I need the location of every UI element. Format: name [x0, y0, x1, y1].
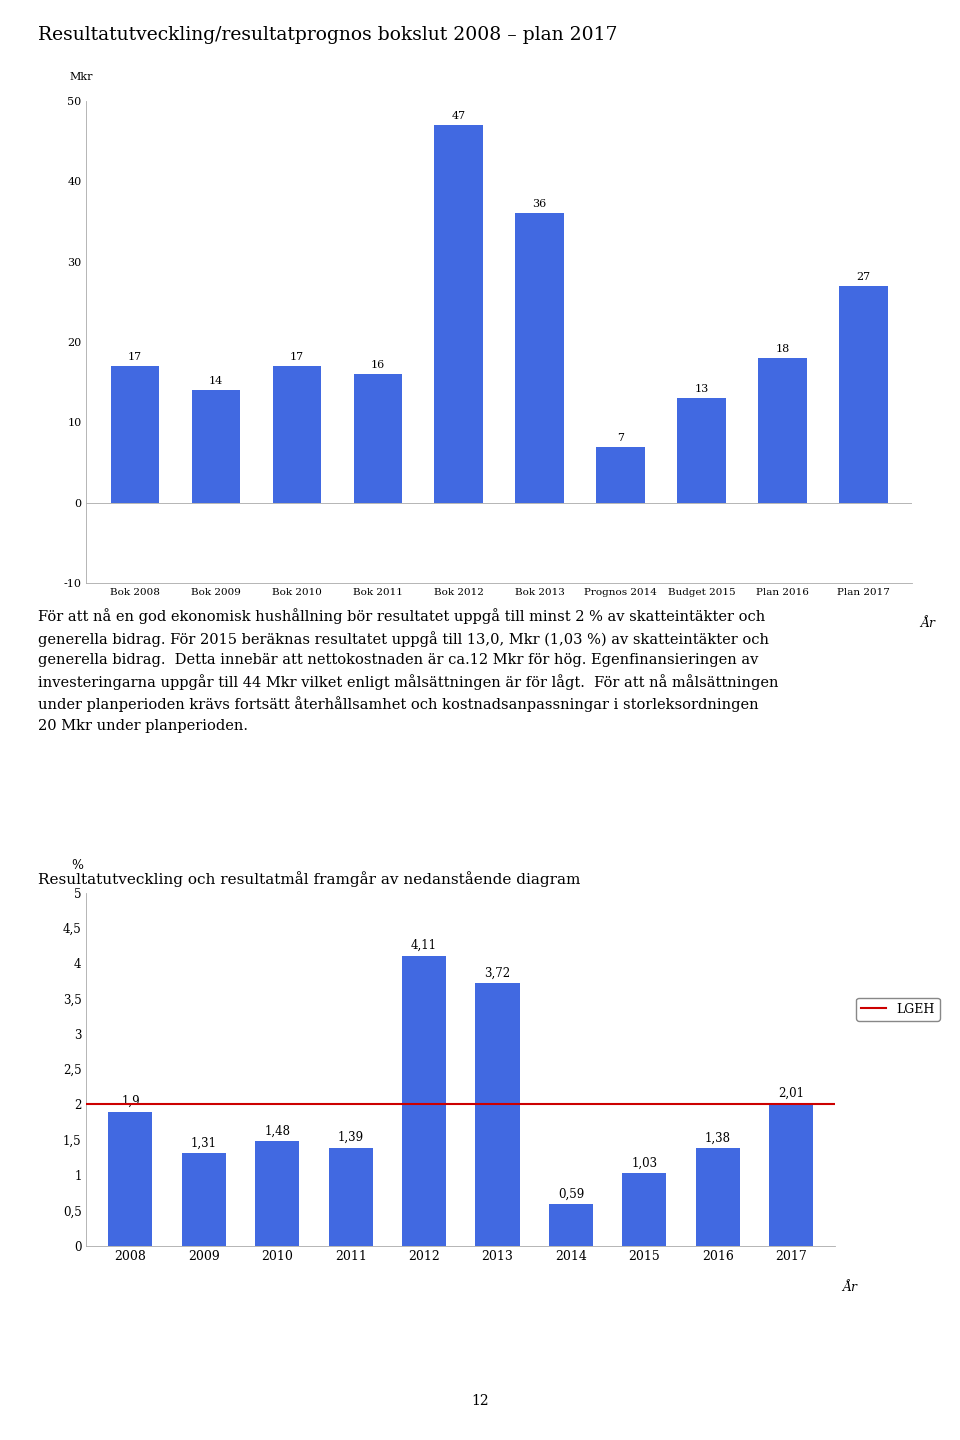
Text: %: % [71, 858, 84, 871]
Text: 2,01: 2,01 [779, 1087, 804, 1100]
Text: 3,72: 3,72 [485, 966, 511, 979]
Text: 7: 7 [617, 432, 624, 442]
Bar [839, 285, 888, 503]
Bar [273, 366, 322, 503]
Bar [181, 1153, 226, 1246]
Bar [769, 1104, 813, 1246]
Text: För att nå en god ekonomisk hushållning bör resultatet uppgå till minst 2 % av s: För att nå en god ekonomisk hushållning … [38, 608, 779, 733]
Text: 27: 27 [856, 272, 871, 282]
Text: 18: 18 [776, 344, 790, 354]
Text: 47: 47 [451, 111, 466, 121]
Text: 36: 36 [533, 199, 547, 209]
Bar [353, 374, 402, 503]
Bar [192, 390, 240, 503]
Bar [110, 366, 159, 503]
Bar [696, 1148, 740, 1246]
Text: 12: 12 [471, 1394, 489, 1408]
Text: 1,03: 1,03 [632, 1156, 658, 1169]
Text: År: År [843, 1282, 857, 1295]
Bar [255, 1140, 300, 1246]
Bar [549, 1204, 593, 1246]
Text: 16: 16 [371, 360, 385, 370]
Text: 14: 14 [208, 376, 223, 386]
Text: Resultatutveckling och resultatmål framgår av nedanstående diagram: Resultatutveckling och resultatmål framg… [38, 871, 581, 887]
Text: Mkr: Mkr [70, 72, 93, 82]
Text: 1,39: 1,39 [338, 1130, 364, 1143]
Text: 4,11: 4,11 [411, 939, 437, 952]
Bar [596, 446, 645, 503]
Text: Resultatutveckling/resultatprognos bokslut 2008 – plan 2017: Resultatutveckling/resultatprognos boksl… [38, 26, 618, 43]
Text: 17: 17 [128, 353, 142, 361]
Bar [758, 359, 806, 503]
Text: 1,48: 1,48 [264, 1125, 290, 1138]
Text: 1,9: 1,9 [121, 1094, 140, 1107]
Text: År: År [921, 616, 935, 629]
Text: 1,38: 1,38 [705, 1132, 731, 1145]
Bar [475, 984, 519, 1246]
Bar [108, 1112, 153, 1246]
Text: 0,59: 0,59 [558, 1188, 584, 1201]
Bar [516, 213, 564, 503]
Text: 1,31: 1,31 [191, 1136, 217, 1149]
Bar [622, 1174, 666, 1246]
Bar [402, 956, 446, 1246]
Text: 17: 17 [290, 353, 304, 361]
Bar [328, 1148, 372, 1246]
Bar [677, 399, 726, 503]
Legend: LGEH: LGEH [856, 998, 940, 1021]
Bar [435, 125, 483, 503]
Text: 13: 13 [694, 384, 708, 395]
